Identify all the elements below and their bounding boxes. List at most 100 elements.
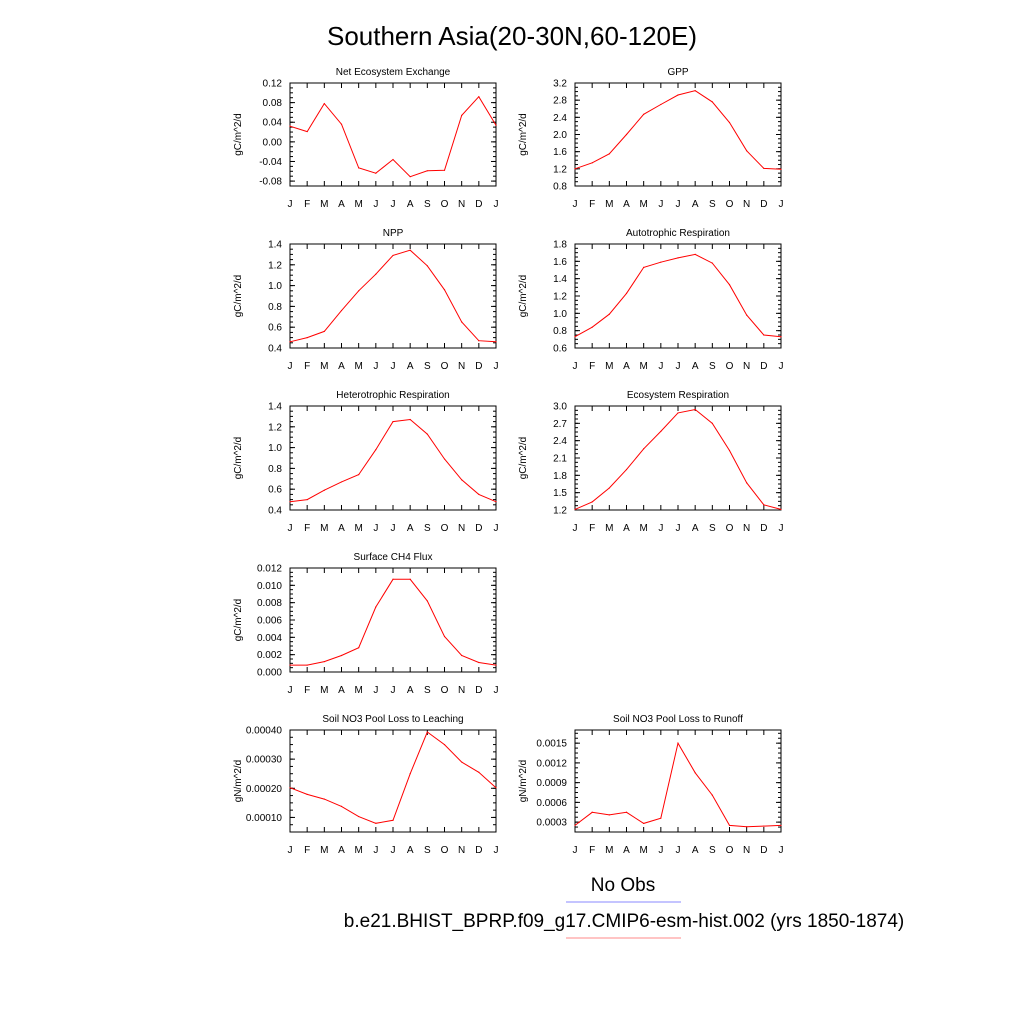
x-tick-label: J bbox=[779, 361, 784, 372]
data-point bbox=[780, 824, 782, 827]
data-point bbox=[780, 336, 782, 338]
x-tick-label: J bbox=[676, 845, 681, 856]
data-point bbox=[746, 314, 748, 316]
y-tick-label: 2.4 bbox=[553, 113, 567, 124]
y-tick-label: 0.00 bbox=[263, 137, 283, 148]
x-tick-label: J bbox=[676, 199, 681, 210]
x-tick-label: J bbox=[494, 361, 499, 372]
x-tick-label: D bbox=[475, 523, 482, 534]
x-tick-label: D bbox=[475, 845, 482, 856]
data-point bbox=[340, 309, 343, 312]
data-point bbox=[608, 814, 610, 816]
x-tick-label: A bbox=[407, 361, 414, 372]
x-tick-label: M bbox=[605, 361, 613, 372]
x-tick-label: N bbox=[743, 523, 750, 534]
data-point bbox=[591, 326, 593, 328]
x-tick-label: A bbox=[692, 845, 699, 856]
y-tick-label: 1.0 bbox=[268, 443, 282, 454]
data-point bbox=[711, 262, 713, 264]
data-point bbox=[289, 341, 291, 343]
data-point bbox=[323, 489, 325, 491]
data-point bbox=[625, 292, 628, 294]
panels-group: Net Ecosystem Exchange gC/m^2/d -0.08 -0.04… bbox=[233, 67, 784, 856]
x-tick-label: N bbox=[458, 523, 465, 534]
x-tick-label: M bbox=[605, 845, 613, 856]
x-tick-label: D bbox=[760, 199, 767, 210]
data-point bbox=[306, 130, 308, 133]
x-tick-label: M bbox=[320, 523, 328, 534]
data-point bbox=[495, 124, 497, 126]
data-point bbox=[763, 825, 765, 827]
data-point bbox=[409, 773, 411, 775]
y-tick-label: 0.8 bbox=[268, 302, 282, 313]
data-point bbox=[409, 578, 411, 580]
data-point bbox=[306, 499, 308, 501]
panel-title: Soil NO3 Pool Loss to Leaching bbox=[322, 714, 463, 725]
x-tick-label: M bbox=[354, 523, 362, 534]
y-tick-label: -0.04 bbox=[259, 157, 282, 168]
y-tick-label: 3.0 bbox=[553, 402, 567, 413]
panel-net-ecosystem-exchange: Net Ecosystem Exchange gC/m^2/d -0.08 -0.04… bbox=[233, 67, 499, 210]
data-point bbox=[443, 289, 446, 291]
x-tick-label: N bbox=[458, 685, 465, 696]
data-point bbox=[574, 336, 576, 338]
x-tick-label: A bbox=[692, 361, 699, 372]
panel-title: Autotrophic Respiration bbox=[626, 228, 730, 239]
x-tick-label: F bbox=[589, 199, 595, 210]
x-tick-label: J bbox=[391, 361, 396, 372]
y-tick-label: 0.6 bbox=[268, 323, 282, 334]
data-point bbox=[763, 167, 765, 170]
data-point bbox=[746, 826, 748, 828]
x-tick-label: D bbox=[760, 845, 767, 856]
data-point bbox=[660, 817, 662, 819]
x-tick-label: S bbox=[709, 361, 716, 372]
x-tick-label: A bbox=[692, 523, 699, 534]
y-tick-label: 0.4 bbox=[268, 344, 282, 355]
x-tick-label: N bbox=[743, 199, 750, 210]
data-point bbox=[495, 787, 497, 789]
y-axis-label: gC/m^2/d bbox=[233, 113, 244, 156]
x-tick-label: J bbox=[288, 361, 293, 372]
x-tick-label: S bbox=[424, 685, 431, 696]
data-point bbox=[608, 313, 610, 315]
x-tick-label: S bbox=[424, 361, 431, 372]
data-point bbox=[409, 176, 411, 178]
x-tick-label: O bbox=[726, 199, 734, 210]
panel-frame bbox=[574, 82, 782, 187]
y-tick-label: 1.2 bbox=[553, 292, 567, 303]
y-tick-label: 1.4 bbox=[268, 240, 282, 251]
data-point bbox=[625, 811, 628, 813]
data-point bbox=[574, 824, 576, 827]
x-tick-label: J bbox=[373, 845, 378, 856]
data-point bbox=[323, 798, 325, 800]
data-point bbox=[763, 504, 765, 506]
data-point bbox=[461, 321, 463, 323]
x-tick-label: J bbox=[288, 523, 293, 534]
x-tick-label: J bbox=[658, 845, 663, 856]
data-point bbox=[660, 103, 662, 106]
x-tick-label: M bbox=[354, 199, 362, 210]
panel-title: Ecosystem Respiration bbox=[627, 390, 729, 401]
panel-title: Surface CH4 Flux bbox=[354, 552, 433, 563]
data-point bbox=[694, 772, 696, 774]
data-point bbox=[591, 501, 593, 503]
data-point bbox=[780, 508, 782, 511]
x-tick-label: J bbox=[676, 361, 681, 372]
x-tick-label: J bbox=[373, 199, 378, 210]
x-tick-label: J bbox=[494, 523, 499, 534]
y-tick-label: 0.00040 bbox=[246, 726, 283, 737]
y-tick-label: 0.002 bbox=[257, 650, 282, 661]
y-tick-label: 2.4 bbox=[553, 436, 567, 447]
panel-title: Net Ecosystem Exchange bbox=[336, 67, 451, 78]
x-tick-label: F bbox=[589, 523, 595, 534]
data-point bbox=[677, 412, 679, 414]
x-tick-label: A bbox=[623, 845, 630, 856]
data-point bbox=[426, 731, 428, 733]
data-point bbox=[746, 482, 748, 484]
y-tick-label: 1.5 bbox=[553, 488, 567, 499]
x-tick-label: J bbox=[288, 685, 293, 696]
x-tick-label: N bbox=[743, 361, 750, 372]
data-point bbox=[660, 261, 662, 263]
data-point bbox=[323, 661, 325, 663]
x-tick-label: A bbox=[338, 199, 345, 210]
